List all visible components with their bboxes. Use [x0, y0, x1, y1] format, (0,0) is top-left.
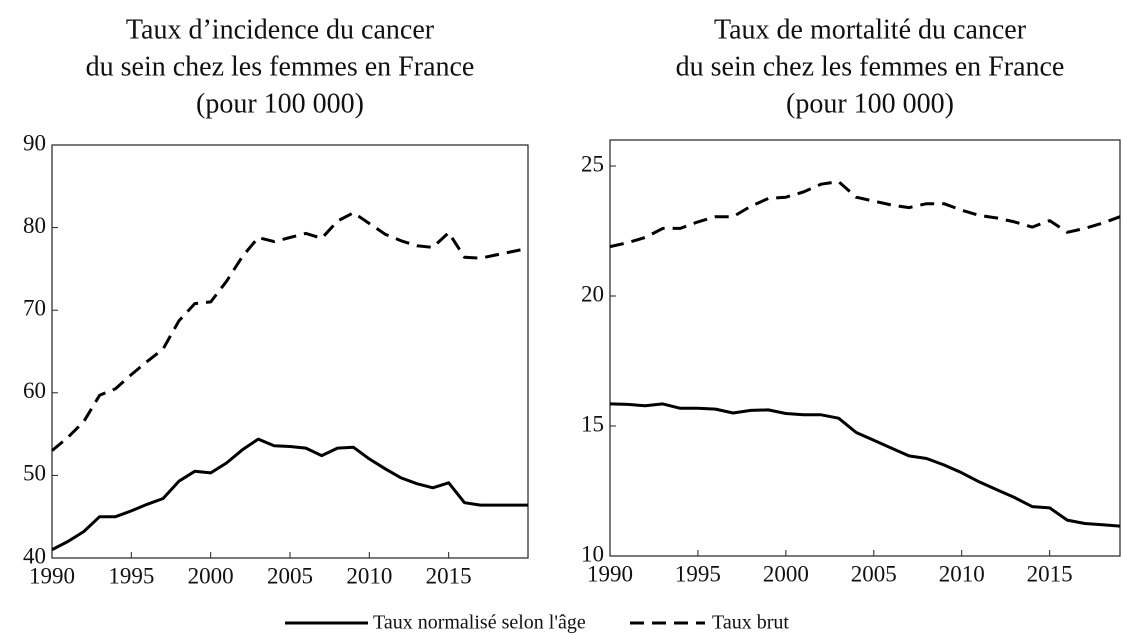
x-tick-label: 2005	[851, 561, 897, 586]
y-tick-label: 40	[23, 543, 46, 568]
y-tick-label: 60	[23, 378, 46, 403]
chart-title: Taux de mortalité du cancer	[714, 14, 1027, 45]
x-tick-label: 2015	[1027, 561, 1073, 586]
x-tick-label: 2000	[188, 563, 234, 588]
data-line	[51, 437, 528, 552]
legend-label: Taux brut	[712, 612, 789, 634]
legend-label: Taux normalisé selon l'âge	[373, 612, 586, 634]
x-tick-label: 2000	[763, 561, 809, 586]
data-line	[609, 180, 1121, 249]
x-tick-label: 2005	[267, 563, 313, 588]
y-tick-label: 70	[23, 295, 46, 320]
y-tick-label: 25	[581, 151, 604, 176]
y-tick-label: 15	[581, 411, 604, 436]
chart-title: (pour 100 000)	[786, 88, 954, 119]
x-tick-label: 2010	[346, 563, 392, 588]
y-tick-label: 50	[23, 461, 46, 486]
x-tick-label: 1995	[675, 561, 721, 586]
x-tick-label: 1990	[587, 561, 633, 586]
y-tick-label: 90	[23, 130, 46, 155]
data-line	[609, 402, 1121, 528]
chart-title: du sein chez les femmes en France	[676, 51, 1065, 82]
plot-frame	[51, 144, 529, 559]
chart-title: du sein chez les femmes en France	[86, 51, 475, 82]
x-tick-label: 2010	[939, 561, 985, 586]
chart-title: Taux d’incidence du cancer	[126, 14, 435, 45]
data-line	[51, 211, 529, 452]
x-tick-label: 2015	[426, 563, 472, 588]
x-tick-label: 1995	[108, 563, 154, 588]
plot-frame	[609, 139, 1121, 557]
x-tick-label: 1990	[29, 563, 75, 588]
y-tick-label: 20	[581, 281, 604, 306]
chart-title: (pour 100 000)	[196, 88, 364, 119]
y-tick-label: 80	[23, 213, 46, 238]
y-tick-label: 10	[581, 541, 604, 566]
